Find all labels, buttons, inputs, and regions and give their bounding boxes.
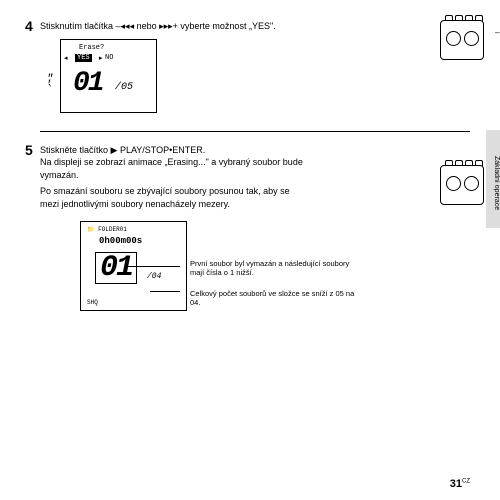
step-4-text: Stisknutím tlačítka –◂◂◂ nebo ▸▸▸+ vyber… bbox=[40, 20, 310, 33]
lcd-file-total-2: /04 bbox=[147, 272, 161, 281]
callout-line-2 bbox=[150, 291, 180, 292]
step-5-text-3: Po smazání souboru se zbývající soubory … bbox=[40, 185, 310, 210]
lcd-time: 0h00m00s bbox=[99, 236, 142, 246]
device-illustration-1: –◂◂◂, ▸▸▸+ bbox=[440, 20, 490, 60]
lcd-arrow-right: ▸ bbox=[99, 54, 103, 63]
step-4-number: 4 bbox=[25, 18, 33, 34]
callout-line-1 bbox=[125, 266, 180, 267]
lcd-arrow-left: ◂ bbox=[64, 54, 68, 63]
lcd-file-number: 01 bbox=[73, 68, 103, 99]
step-5-text-1: Stiskněte tlačítko ▶ PLAY/STOP•ENTER. bbox=[40, 144, 310, 157]
page-number-value: 31 bbox=[450, 478, 462, 490]
section-divider bbox=[40, 131, 470, 132]
lcd-no-option: NO bbox=[105, 54, 113, 62]
lcd-quality: SHQ bbox=[87, 299, 98, 306]
lcd-file-number-2: 01 bbox=[95, 252, 137, 284]
device-label-1: –◂◂◂, ▸▸▸+ bbox=[495, 28, 500, 37]
side-tab: Základní operace bbox=[486, 130, 500, 228]
step-4: 4 Stisknutím tlačítka –◂◂◂ nebo ▸▸▸+ vyb… bbox=[40, 20, 470, 113]
page-number: 31CZ bbox=[450, 478, 470, 490]
lcd-file-total: /05 bbox=[115, 82, 133, 93]
device-illustration-2: ▶ PLAY/ STOP•ENTER bbox=[440, 165, 490, 205]
flash-indicator: ″′‵ bbox=[48, 76, 53, 93]
callout-note-1: První soubor byl vymazán a následující s… bbox=[190, 259, 360, 279]
step-5: 5 Stiskněte tlačítko ▶ PLAY/STOP•ENTER. … bbox=[40, 144, 470, 311]
step-5-text-2: Na displeji se zobrazí animace „Erasing.… bbox=[40, 156, 310, 181]
lcd-erase-label: Erase? bbox=[79, 44, 104, 52]
lcd-yes-option: YES bbox=[75, 54, 92, 62]
step-5-number: 5 bbox=[25, 142, 33, 158]
lcd-step5-wrapper: 📁 FOLDER01 0h00m00s 01 /04 SHQ První sou… bbox=[60, 221, 470, 311]
page-number-suffix: CZ bbox=[462, 478, 470, 484]
lcd-folder-label: 📁 FOLDER01 bbox=[87, 226, 127, 233]
lcd-step4: Erase? ◂ YES ▸ NO 01 /05 bbox=[60, 39, 157, 113]
callout-note-2: Celkový počet souborů ve složce se sníží… bbox=[190, 289, 360, 309]
